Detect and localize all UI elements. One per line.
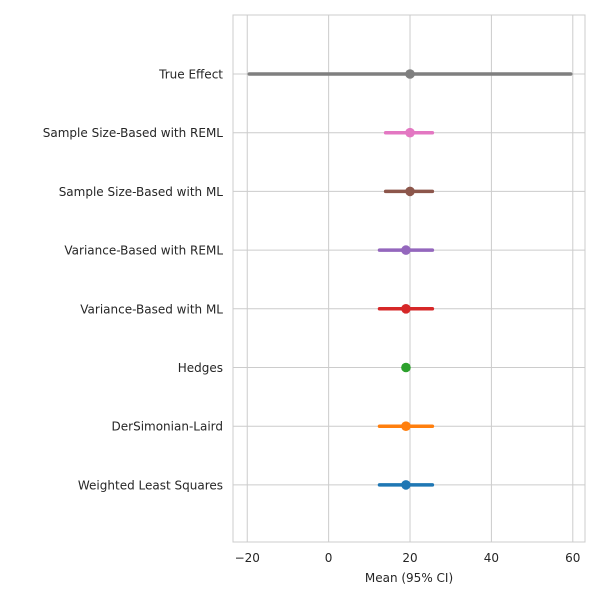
y-tick-label: Sample Size-Based with ML <box>59 185 224 199</box>
x-tick-label: 40 <box>484 551 499 565</box>
y-tick-label: Sample Size-Based with REML <box>43 126 224 140</box>
mean-point <box>405 186 415 197</box>
y-tick-label: Variance-Based with REML <box>64 244 223 258</box>
y-tick-label: Weighted Least Squares <box>78 478 223 492</box>
y-tick-label: True Effect <box>158 68 223 82</box>
y-tick-label: Variance-Based with ML <box>80 302 223 316</box>
mean-point <box>405 127 415 138</box>
tick-labels: Weighted Least Squares DerSimonian-Laird H… <box>43 68 581 566</box>
x-tick-label: 20 <box>402 551 417 565</box>
x-tick-label: −20 <box>235 551 260 565</box>
plot-frame <box>232 14 586 543</box>
mean-point <box>401 362 411 373</box>
grid-lines <box>233 15 585 542</box>
mean-point <box>401 421 411 432</box>
mean-point <box>401 245 411 255</box>
x-tick-label: 0 <box>325 551 333 565</box>
chart-marks <box>247 69 573 490</box>
y-tick-label: DerSimonian-Laird <box>112 420 223 434</box>
x-tick-label: 60 <box>565 551 580 565</box>
axes-frame <box>232 14 586 543</box>
mean-point <box>405 69 415 79</box>
mean-point <box>401 304 411 314</box>
mean-point <box>401 480 411 490</box>
y-tick-label: Hedges <box>178 361 223 375</box>
x-axis-label: Mean (95% CI) <box>365 571 453 585</box>
